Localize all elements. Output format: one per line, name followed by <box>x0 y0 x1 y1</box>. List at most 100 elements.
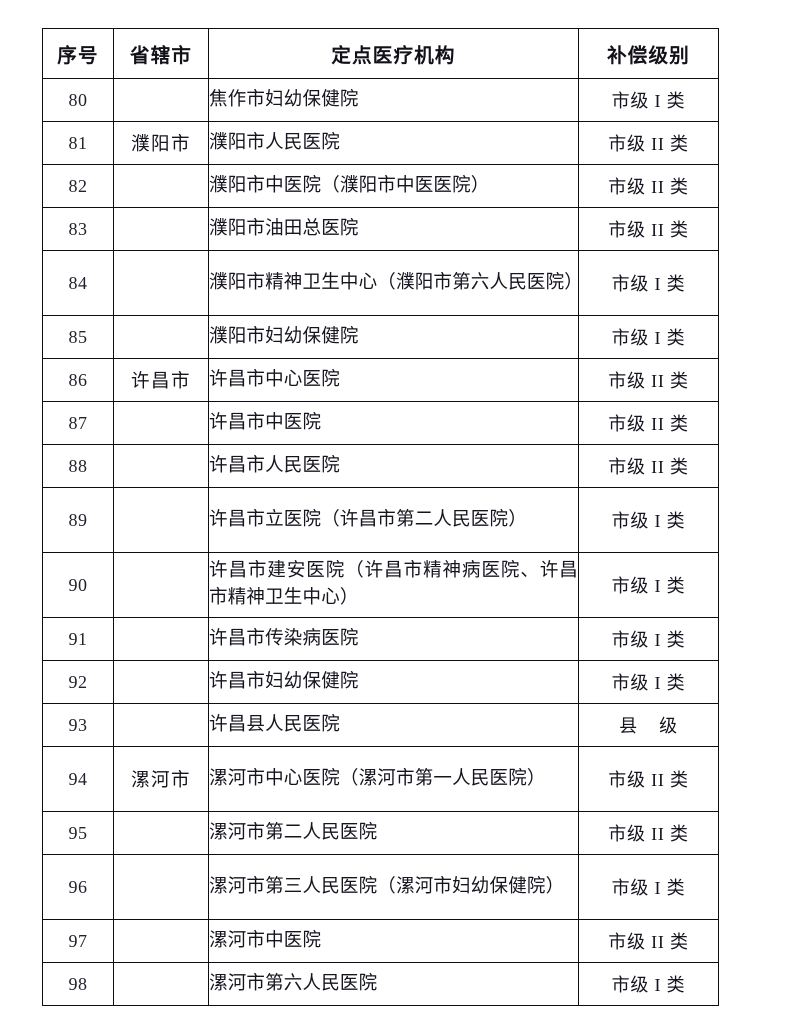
cell-compensation-level: 市级 I 类 <box>578 854 719 920</box>
cell-institution-name: 濮阳市精神卫生中心（濮阳市第六人民医院） <box>208 250 583 316</box>
cell-sequence-number: 98 <box>42 962 114 1006</box>
table-row: 83 濮阳市油田总医院 市级 II 类 <box>42 207 719 251</box>
cell-city <box>113 315 209 359</box>
cell-compensation-level: 市级 II 类 <box>578 444 719 488</box>
cell-city <box>113 487 209 553</box>
cell-city <box>113 919 209 963</box>
table-row: 90 许昌市建安医院（许昌市精神病医院、许昌市精神卫生中心） 市级 I 类 <box>42 552 719 618</box>
cell-sequence-number: 96 <box>42 854 114 920</box>
cell-city <box>113 164 209 208</box>
designated-medical-institutions-table: 序号 省辖市 定点医疗机构 补偿级别 80 焦作市妇幼保健院 市级 I 类 81 濮阳市… <box>42 28 719 1006</box>
table-row: 94 漯河市 漯河市中心医院（漯河市第一人民医院） 市级 II 类 <box>42 746 719 812</box>
cell-compensation-level: 市级 II 类 <box>578 919 719 963</box>
cell-sequence-number: 85 <box>42 315 114 359</box>
cell-sequence-number: 93 <box>42 703 114 747</box>
cell-institution-name: 许昌市中医院 <box>208 401 579 445</box>
cell-institution-name: 许昌市中心医院 <box>208 358 579 402</box>
cell-institution-name: 许昌县人民医院 <box>208 703 579 747</box>
table-row: 84 濮阳市精神卫生中心（濮阳市第六人民医院） 市级 I 类 <box>42 250 719 316</box>
cell-sequence-number: 97 <box>42 919 114 963</box>
cell-sequence-number: 83 <box>42 207 114 251</box>
cell-compensation-level: 市级 II 类 <box>578 164 719 208</box>
cell-city: 漯河市 <box>113 746 209 812</box>
table-row: 82 濮阳市中医院（濮阳市中医医院） 市级 II 类 <box>42 164 719 208</box>
cell-institution-name: 许昌市妇幼保健院 <box>208 660 579 704</box>
table-row: 91 许昌市传染病医院 市级 I 类 <box>42 617 719 661</box>
cell-city <box>113 552 209 618</box>
cell-sequence-number: 90 <box>42 552 114 618</box>
cell-compensation-level: 市级 I 类 <box>578 315 719 359</box>
table-container: 序号 省辖市 定点医疗机构 补偿级别 80 焦作市妇幼保健院 市级 I 类 81 濮阳市… <box>42 28 719 1006</box>
cell-sequence-number: 89 <box>42 487 114 553</box>
header-row: 序号 省辖市 定点医疗机构 补偿级别 <box>42 28 719 79</box>
cell-city <box>113 962 209 1006</box>
table-row: 93 许昌县人民医院县 级 <box>42 703 719 747</box>
cell-city <box>113 703 209 747</box>
cell-city <box>113 401 209 445</box>
table-row: 85 濮阳市妇幼保健院 市级 I 类 <box>42 315 719 359</box>
cell-sequence-number: 92 <box>42 660 114 704</box>
table-row: 80 焦作市妇幼保健院 市级 I 类 <box>42 78 719 122</box>
cell-compensation-level: 市级 I 类 <box>578 487 719 553</box>
column-header-city: 省辖市 <box>113 28 209 79</box>
cell-compensation-level: 市级 II 类 <box>578 401 719 445</box>
table-row: 81 濮阳市 濮阳市人民医院 市级 II 类 <box>42 121 719 165</box>
table-row: 98 漯河市第六人民医院 市级 I 类 <box>42 962 719 1006</box>
cell-sequence-number: 94 <box>42 746 114 812</box>
cell-institution-name: 许昌市传染病医院 <box>208 617 579 661</box>
table-header: 序号 省辖市 定点医疗机构 补偿级别 <box>42 28 719 79</box>
cell-sequence-number: 81 <box>42 121 114 165</box>
cell-institution-name: 漯河市第六人民医院 <box>208 962 579 1006</box>
cell-compensation-level: 市级 I 类 <box>578 250 719 316</box>
cell-city <box>113 617 209 661</box>
table-row: 86 许昌市 许昌市中心医院 市级 II 类 <box>42 358 719 402</box>
cell-institution-name: 漯河市第二人民医院 <box>208 811 579 855</box>
cell-sequence-number: 86 <box>42 358 114 402</box>
cell-sequence-number: 88 <box>42 444 114 488</box>
cell-sequence-number: 91 <box>42 617 114 661</box>
cell-compensation-level: 市级 II 类 <box>578 746 719 812</box>
cell-compensation-level: 市级 II 类 <box>578 358 719 402</box>
column-header-institution: 定点医疗机构 <box>208 28 579 79</box>
table-row: 92 许昌市妇幼保健院 市级 I 类 <box>42 660 719 704</box>
cell-institution-name: 许昌市人民医院 <box>208 444 579 488</box>
cell-compensation-level: 市级 I 类 <box>578 617 719 661</box>
cell-city <box>113 250 209 316</box>
cell-institution-name: 漯河市中心医院（漯河市第一人民医院） <box>208 746 579 812</box>
cell-institution-name: 濮阳市妇幼保健院 <box>208 315 579 359</box>
cell-compensation-level: 市级 I 类 <box>578 962 719 1006</box>
table-row: 96 漯河市第三人民医院（漯河市妇幼保健院） 市级 I 类 <box>42 854 719 920</box>
cell-city <box>113 660 209 704</box>
table-row: 89 许昌市立医院（许昌市第二人民医院） 市级 I 类 <box>42 487 719 553</box>
table-body: 80 焦作市妇幼保健院 市级 I 类 81 濮阳市 濮阳市人民医院 市级 II 类 82 濮阳市… <box>42 78 719 1006</box>
cell-compensation-level: 市级 II 类 <box>578 121 719 165</box>
table-row: 88 许昌市人民医院 市级 II 类 <box>42 444 719 488</box>
cell-city <box>113 854 209 920</box>
cell-institution-name: 焦作市妇幼保健院 <box>208 78 579 122</box>
cell-institution-name: 濮阳市中医院（濮阳市中医医院） <box>208 164 579 208</box>
cell-institution-name: 许昌市立医院（许昌市第二人民医院） <box>208 487 579 553</box>
cell-sequence-number: 80 <box>42 78 114 122</box>
cell-compensation-level: 市级 I 类 <box>578 660 719 704</box>
cell-city <box>113 78 209 122</box>
column-header-seq: 序号 <box>42 28 114 79</box>
cell-compensation-level: 市级 I 类 <box>578 552 719 618</box>
cell-institution-name: 濮阳市油田总医院 <box>208 207 579 251</box>
cell-institution-name: 漯河市中医院 <box>208 919 579 963</box>
table-row: 87 许昌市中医院 市级 II 类 <box>42 401 719 445</box>
cell-institution-name: 濮阳市人民医院 <box>208 121 579 165</box>
cell-compensation-level: 县 级 <box>578 703 719 747</box>
cell-city <box>113 444 209 488</box>
cell-city <box>113 811 209 855</box>
cell-compensation-level: 市级 II 类 <box>578 207 719 251</box>
table-row: 95 漯河市第二人民医院 市级 II 类 <box>42 811 719 855</box>
cell-institution-name: 许昌市建安医院（许昌市精神病医院、许昌市精神卫生中心） <box>208 552 579 618</box>
column-header-level: 补偿级别 <box>578 28 719 79</box>
cell-sequence-number: 95 <box>42 811 114 855</box>
cell-sequence-number: 87 <box>42 401 114 445</box>
cell-sequence-number: 84 <box>42 250 114 316</box>
cell-city: 许昌市 <box>113 358 209 402</box>
cell-city: 濮阳市 <box>113 121 209 165</box>
cell-city <box>113 207 209 251</box>
